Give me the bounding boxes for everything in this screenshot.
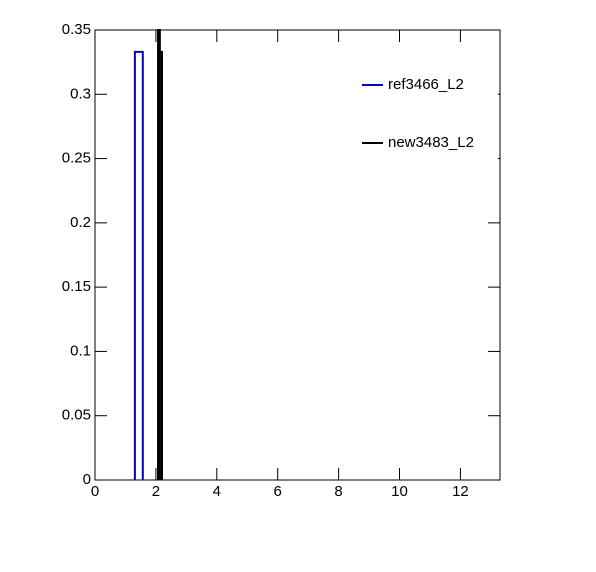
legend-label: new3483_L2 bbox=[388, 134, 474, 151]
y-tick-label: 0.2 bbox=[70, 214, 91, 231]
x-tick-label: 8 bbox=[334, 483, 342, 500]
y-tick-label: 0.3 bbox=[70, 85, 91, 102]
y-tick-label: 0.1 bbox=[70, 342, 91, 359]
legend-box bbox=[358, 65, 498, 168]
x-tick-label: 12 bbox=[452, 483, 469, 500]
x-tick-label: 4 bbox=[213, 483, 221, 500]
histogram-bin bbox=[133, 50, 144, 480]
histogram-bin bbox=[158, 50, 163, 480]
x-tick-label: 0 bbox=[91, 483, 99, 500]
plot-frame bbox=[94, 29, 501, 481]
y-tick-label: 0 bbox=[83, 471, 91, 488]
y-tick-label: 0.25 bbox=[62, 150, 91, 167]
x-tick-label: 6 bbox=[274, 483, 282, 500]
y-tick-label: 0.15 bbox=[62, 278, 91, 295]
legend-label: ref3466_L2 bbox=[388, 76, 464, 93]
x-tick-label: 2 bbox=[152, 483, 160, 500]
y-tick-label: 0.05 bbox=[62, 407, 91, 424]
x-tick-label: 10 bbox=[391, 483, 408, 500]
y-tick-label: 0.35 bbox=[62, 21, 91, 38]
